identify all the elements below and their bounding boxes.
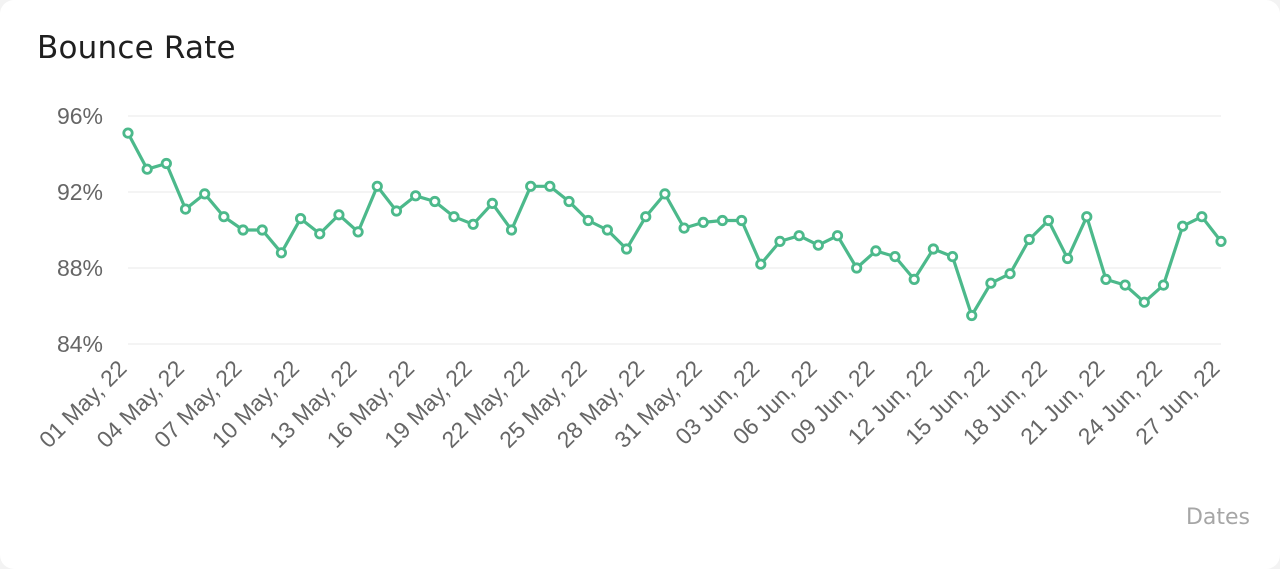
y-tick-label: 92% bbox=[57, 179, 103, 205]
marker-layer bbox=[122, 127, 1227, 322]
data-point[interactable] bbox=[851, 262, 863, 274]
data-point[interactable] bbox=[563, 195, 575, 208]
data-point[interactable] bbox=[275, 247, 288, 259]
data-point[interactable] bbox=[160, 157, 172, 170]
data-point[interactable] bbox=[793, 230, 805, 242]
y-axis: 96% 92% 88% 84% bbox=[57, 103, 103, 357]
data-point[interactable] bbox=[333, 209, 345, 221]
data-point[interactable] bbox=[812, 239, 824, 251]
data-point[interactable] bbox=[371, 180, 383, 192]
data-point[interactable] bbox=[141, 163, 153, 175]
data-point[interactable] bbox=[774, 235, 786, 247]
data-point[interactable] bbox=[544, 180, 556, 192]
x-axis-title: Dates bbox=[1186, 505, 1250, 530]
data-point[interactable] bbox=[179, 203, 192, 215]
data-point[interactable] bbox=[1042, 214, 1055, 227]
data-point[interactable] bbox=[659, 188, 671, 200]
data-point[interactable] bbox=[927, 243, 939, 255]
y-tick-label: 96% bbox=[57, 103, 103, 129]
data-point[interactable] bbox=[1138, 296, 1150, 308]
data-point[interactable] bbox=[218, 211, 230, 223]
data-point[interactable] bbox=[410, 190, 422, 202]
data-point[interactable] bbox=[640, 211, 652, 223]
data-point[interactable] bbox=[870, 245, 882, 257]
data-point[interactable] bbox=[1177, 220, 1189, 232]
data-point[interactable] bbox=[601, 224, 613, 236]
data-point[interactable] bbox=[755, 258, 767, 270]
data-point[interactable] bbox=[1061, 252, 1074, 265]
data-point[interactable] bbox=[582, 214, 594, 227]
data-point[interactable] bbox=[1023, 233, 1035, 246]
data-point[interactable] bbox=[467, 218, 479, 230]
data-point[interactable] bbox=[1157, 279, 1170, 291]
data-point[interactable] bbox=[352, 226, 364, 238]
data-point[interactable] bbox=[831, 230, 844, 242]
data-point[interactable] bbox=[486, 197, 498, 209]
data-point[interactable] bbox=[525, 180, 537, 192]
data-point[interactable] bbox=[1004, 268, 1016, 280]
y-tick-label: 88% bbox=[57, 255, 103, 281]
data-point[interactable] bbox=[697, 216, 709, 228]
data-point[interactable] bbox=[294, 213, 307, 225]
data-point[interactable] bbox=[390, 205, 403, 217]
data-point[interactable] bbox=[966, 309, 978, 322]
grid-layer bbox=[128, 115, 1221, 345]
data-point[interactable] bbox=[946, 251, 959, 263]
y-tick-label: 84% bbox=[57, 331, 103, 357]
data-point[interactable] bbox=[1196, 211, 1208, 223]
data-point[interactable] bbox=[620, 243, 633, 255]
data-point[interactable] bbox=[429, 195, 441, 208]
data-point[interactable] bbox=[237, 224, 249, 236]
data-point[interactable] bbox=[736, 214, 748, 227]
series-line bbox=[126, 131, 1223, 318]
data-point[interactable] bbox=[1215, 235, 1227, 247]
data-point[interactable] bbox=[1100, 273, 1112, 285]
data-point[interactable] bbox=[256, 224, 268, 236]
data-point[interactable] bbox=[199, 188, 211, 200]
data-point[interactable] bbox=[908, 273, 920, 285]
data-point[interactable] bbox=[889, 251, 901, 263]
data-point[interactable] bbox=[505, 224, 518, 236]
data-point[interactable] bbox=[122, 127, 134, 139]
chart-title: Bounce Rate bbox=[37, 30, 236, 66]
data-point[interactable] bbox=[448, 211, 460, 223]
data-point[interactable] bbox=[985, 277, 997, 289]
data-point[interactable] bbox=[1081, 211, 1093, 223]
series-layer bbox=[126, 131, 1223, 318]
data-point[interactable] bbox=[678, 222, 690, 234]
data-point[interactable] bbox=[716, 214, 729, 227]
data-point[interactable] bbox=[314, 228, 326, 240]
data-point[interactable] bbox=[1119, 279, 1131, 291]
